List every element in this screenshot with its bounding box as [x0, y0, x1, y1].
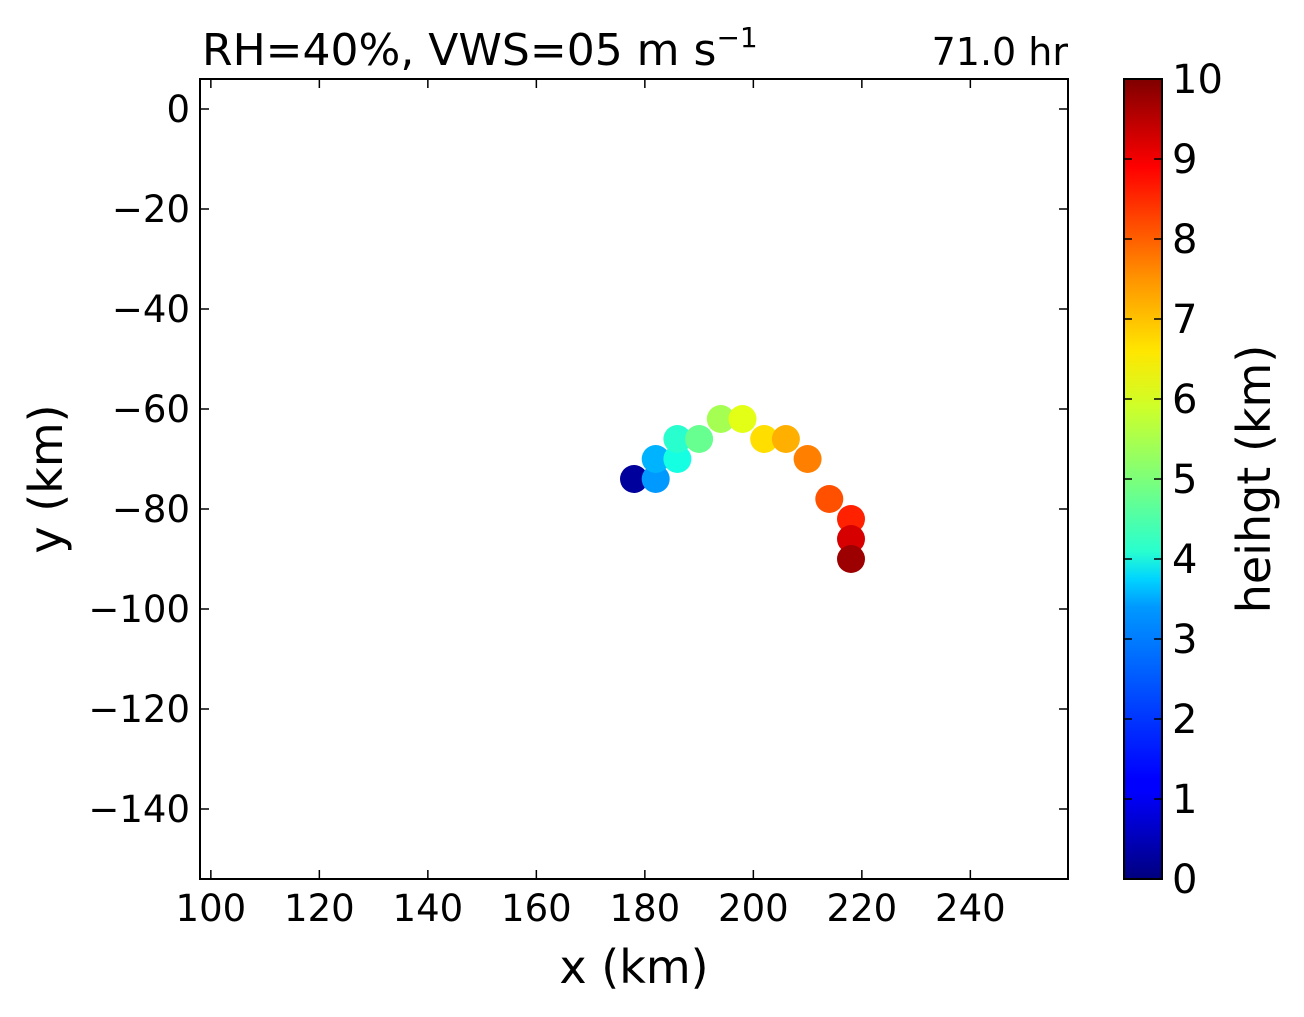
colorbar-tick-label: 1 [1172, 777, 1197, 823]
scatter-points [620, 405, 865, 573]
plot-frame [199, 78, 1069, 880]
y-tick-label: −60 [112, 388, 190, 431]
x-axis-label: x (km) [559, 940, 708, 994]
scatter-point-3 [663, 445, 692, 473]
y-tick-label: −80 [112, 488, 190, 531]
x-tick-label: 120 [284, 887, 355, 930]
colorbar-label: heihgt (km) [1227, 345, 1281, 614]
time-label: 71.0 hr [932, 30, 1069, 74]
colorbar-tick-label: 7 [1172, 297, 1197, 343]
colorbar-tick-label: 2 [1172, 697, 1197, 743]
colorbar-tick-label: 5 [1172, 457, 1197, 503]
chart-title: RH=40%, VWS=05 m s−1 [202, 21, 758, 76]
scatter-point-9 [771, 425, 800, 453]
colorbar-tick-label: 4 [1172, 537, 1197, 583]
x-tick-label: 140 [393, 887, 464, 930]
chart-title-superscript: −1 [716, 21, 757, 54]
x-tick-label: 220 [827, 887, 898, 930]
y-tick-label: −140 [88, 788, 190, 831]
scatter-point-8 [750, 425, 779, 453]
colorbar-tick-label: 8 [1172, 217, 1197, 263]
scatter-point-7 [728, 405, 757, 433]
colorbar-tick-label: 10 [1172, 57, 1223, 103]
scatter-point-14 [837, 545, 865, 573]
y-tick-label: −120 [88, 688, 190, 731]
scatter-point-2 [641, 445, 670, 473]
y-tick-label: −20 [112, 188, 190, 231]
y-tick-label: −40 [112, 288, 190, 331]
y-tick-label: −100 [88, 588, 190, 631]
scatter-point-4 [663, 425, 692, 453]
colorbar-tick-label: 3 [1172, 617, 1197, 663]
scatter-point-13 [837, 525, 865, 553]
colorbar-tick-label: 6 [1172, 377, 1197, 423]
colorbar-ticks: 0 1 2 3 4 5 6 7 8 9 10 [1124, 57, 1223, 903]
y-axis-label: y (km) [19, 404, 73, 553]
scatter-point-1 [641, 465, 670, 493]
x-tick-label: 180 [610, 887, 681, 930]
colorbar-tick-label: 9 [1172, 137, 1197, 183]
x-axis-ticks: 100 120 140 160 180 200 220 240 [176, 79, 1006, 930]
scatter-point-0 [620, 465, 648, 493]
scatter-point-11 [815, 485, 844, 513]
colorbar-tick-label: 0 [1172, 857, 1197, 903]
x-tick-label: 200 [718, 887, 789, 930]
scatter-point-5 [685, 425, 714, 453]
y-tick-label: 0 [166, 88, 190, 131]
x-tick-label: 240 [935, 887, 1006, 930]
x-tick-label: 100 [176, 887, 247, 930]
x-tick-label: 160 [501, 887, 572, 930]
y-axis-ticks: 0 −20 −40 −60 −80 −100 −120 −140 [88, 88, 1068, 831]
scatter-point-10 [793, 445, 822, 473]
scatter-point-6 [706, 405, 735, 433]
scatter-point-12 [837, 505, 865, 533]
